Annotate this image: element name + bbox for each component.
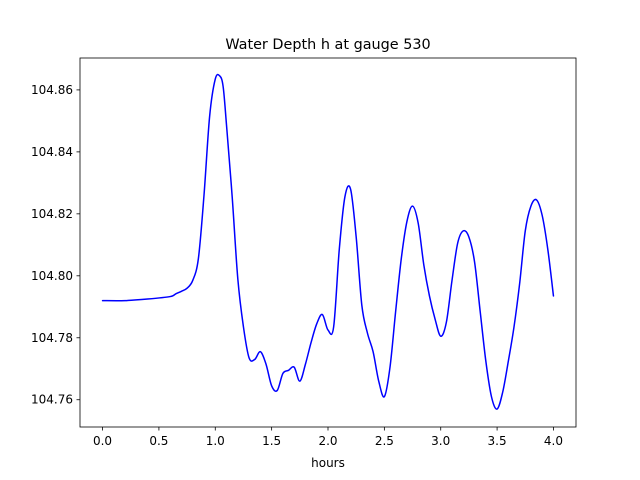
- y-tick-label: 104.84: [31, 145, 73, 159]
- x-tick-label: 3.5: [488, 434, 507, 448]
- axes-background: [80, 58, 576, 427]
- x-axis-title: hours: [311, 456, 345, 470]
- x-tick-label: 1.5: [262, 434, 281, 448]
- series-line-water-depth: [101, 73, 555, 410]
- axes-frame: [79, 57, 577, 428]
- x-axis-ticks: 0.0 0.5 1.0 1.5 2.0 2.5 3.0 3.5 4.0: [93, 427, 563, 448]
- x-tick-label: 3.0: [431, 434, 450, 448]
- x-tick-label: 1.0: [206, 434, 225, 448]
- x-tick-label: 2.0: [318, 434, 337, 448]
- y-axis-ticks: 104.76 104.78 104.80 104.82 104.84 104.86: [31, 83, 80, 407]
- x-tick-label: 0.0: [93, 434, 112, 448]
- x-tick-label: 2.5: [375, 434, 394, 448]
- y-tick-label: 104.80: [31, 269, 73, 283]
- y-tick-label: 104.82: [31, 207, 73, 221]
- y-tick-label: 104.78: [31, 331, 73, 345]
- plot-area: [80, 58, 576, 427]
- chart-title: Water Depth h at gauge 530: [225, 37, 430, 53]
- x-tick-label: 4.0: [544, 434, 563, 448]
- x-tick-label: 0.5: [149, 434, 168, 448]
- y-tick-label: 104.86: [31, 83, 73, 97]
- y-tick-label: 104.76: [31, 393, 73, 407]
